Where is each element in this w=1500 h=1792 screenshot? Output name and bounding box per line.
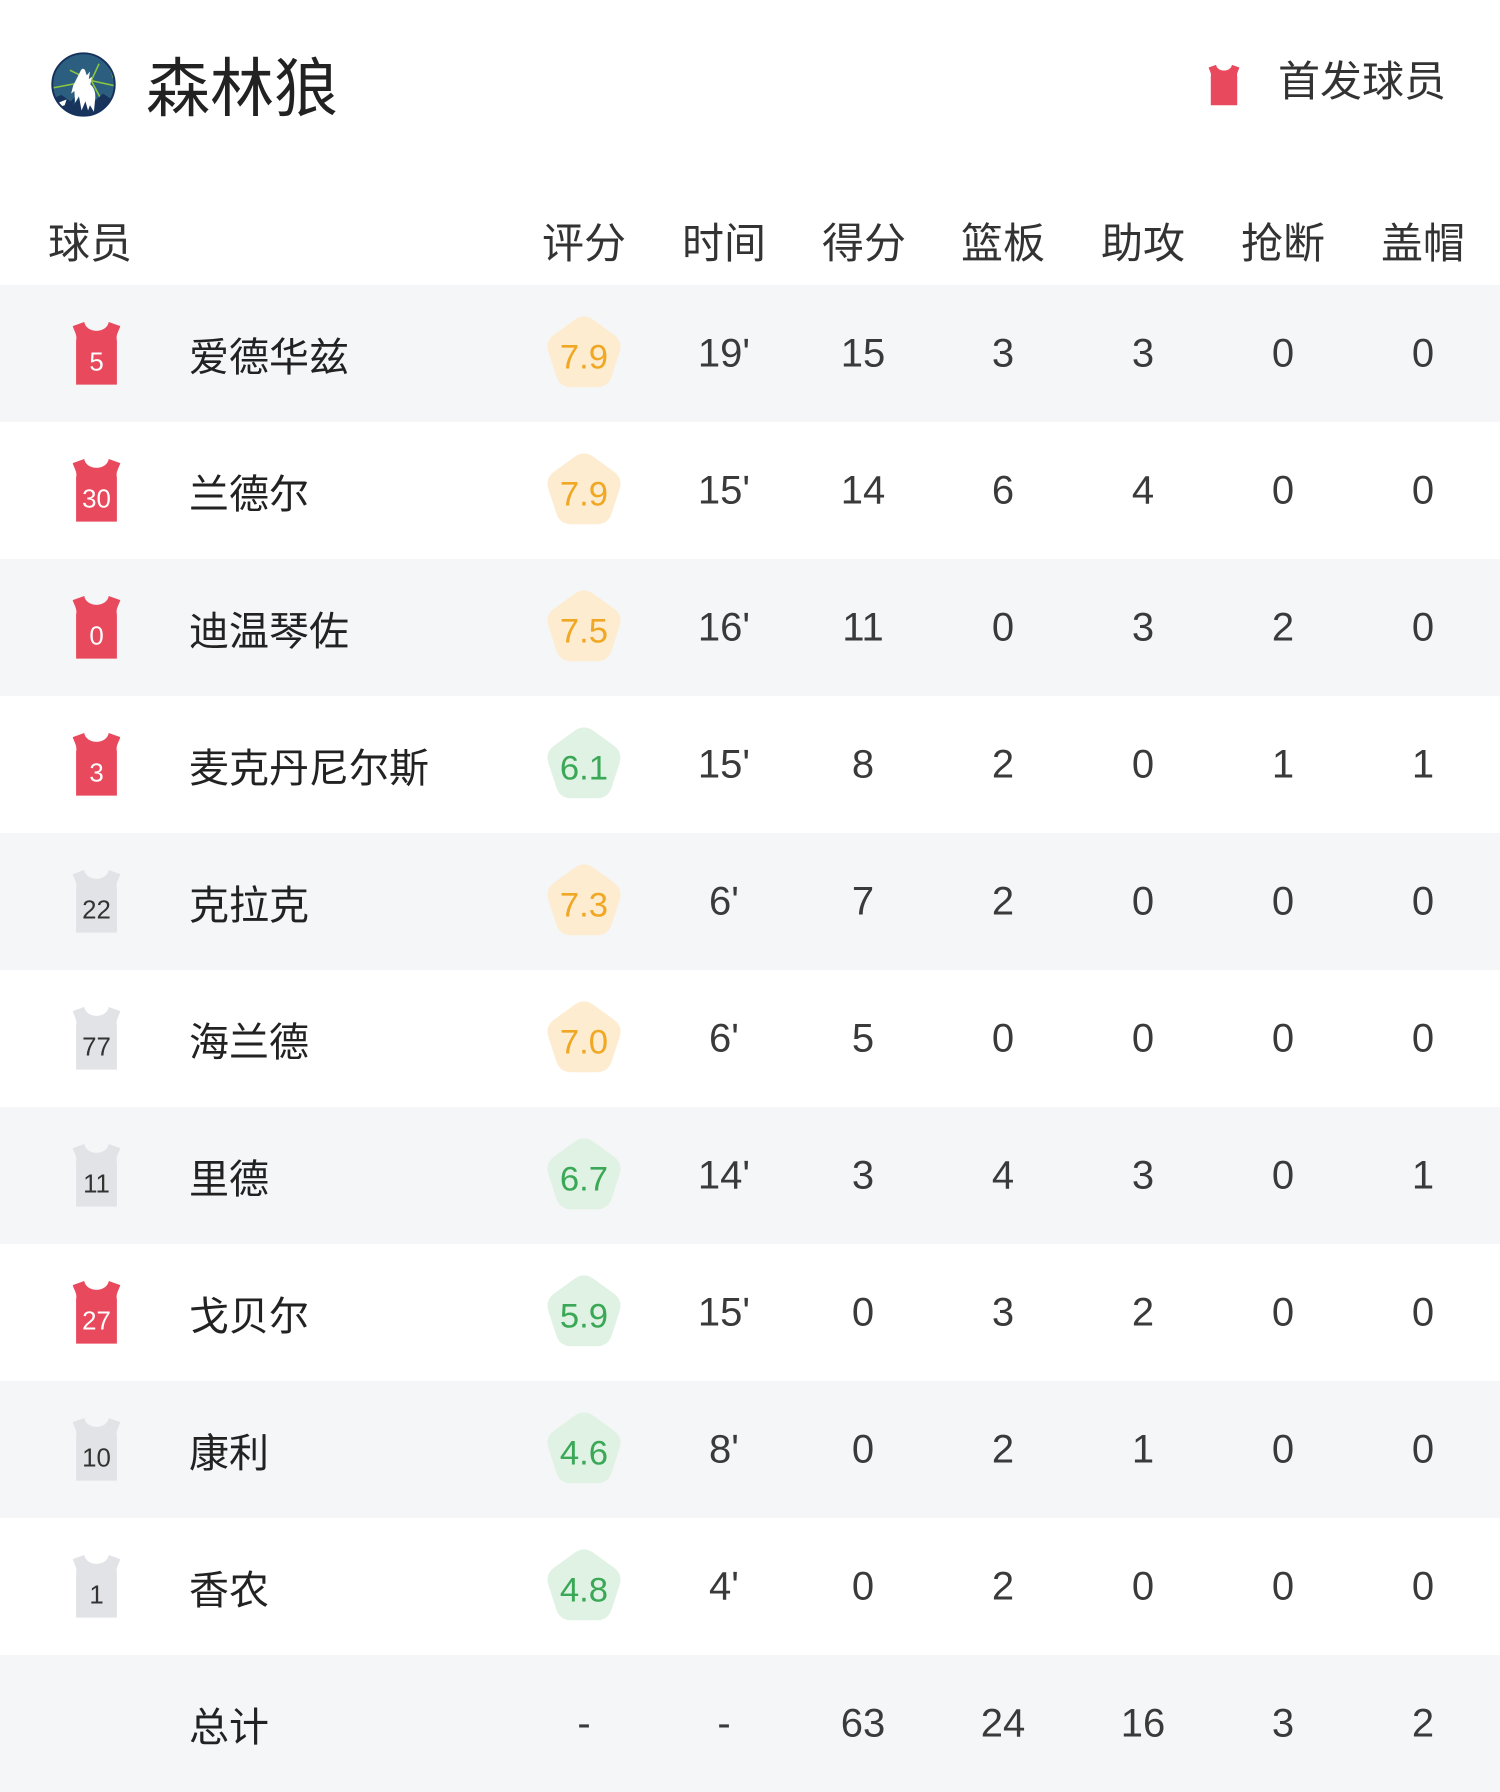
svg-text:1: 1	[89, 1581, 103, 1609]
svg-text:77: 77	[82, 1033, 111, 1061]
svg-text:6.1: 6.1	[560, 749, 608, 787]
svg-text:7.5: 7.5	[560, 612, 608, 650]
svg-text:4.6: 4.6	[560, 1434, 608, 1472]
svg-text:7.9: 7.9	[560, 475, 608, 513]
svg-text:0: 0	[89, 622, 103, 650]
svg-text:10: 10	[82, 1444, 111, 1472]
svg-text:7.0: 7.0	[560, 1023, 608, 1061]
svg-text:27: 27	[82, 1307, 111, 1335]
svg-text:5.9: 5.9	[560, 1297, 608, 1335]
svg-text:7.9: 7.9	[560, 338, 608, 376]
svg-text:5: 5	[89, 348, 103, 376]
svg-text:7.3: 7.3	[560, 886, 608, 924]
svg-text:11: 11	[83, 1170, 110, 1198]
svg-text:22: 22	[82, 896, 111, 924]
svg-text:3: 3	[89, 759, 103, 787]
svg-text:4.8: 4.8	[560, 1571, 608, 1609]
svg-text:6.7: 6.7	[560, 1160, 608, 1198]
svg-text:30: 30	[82, 485, 111, 513]
